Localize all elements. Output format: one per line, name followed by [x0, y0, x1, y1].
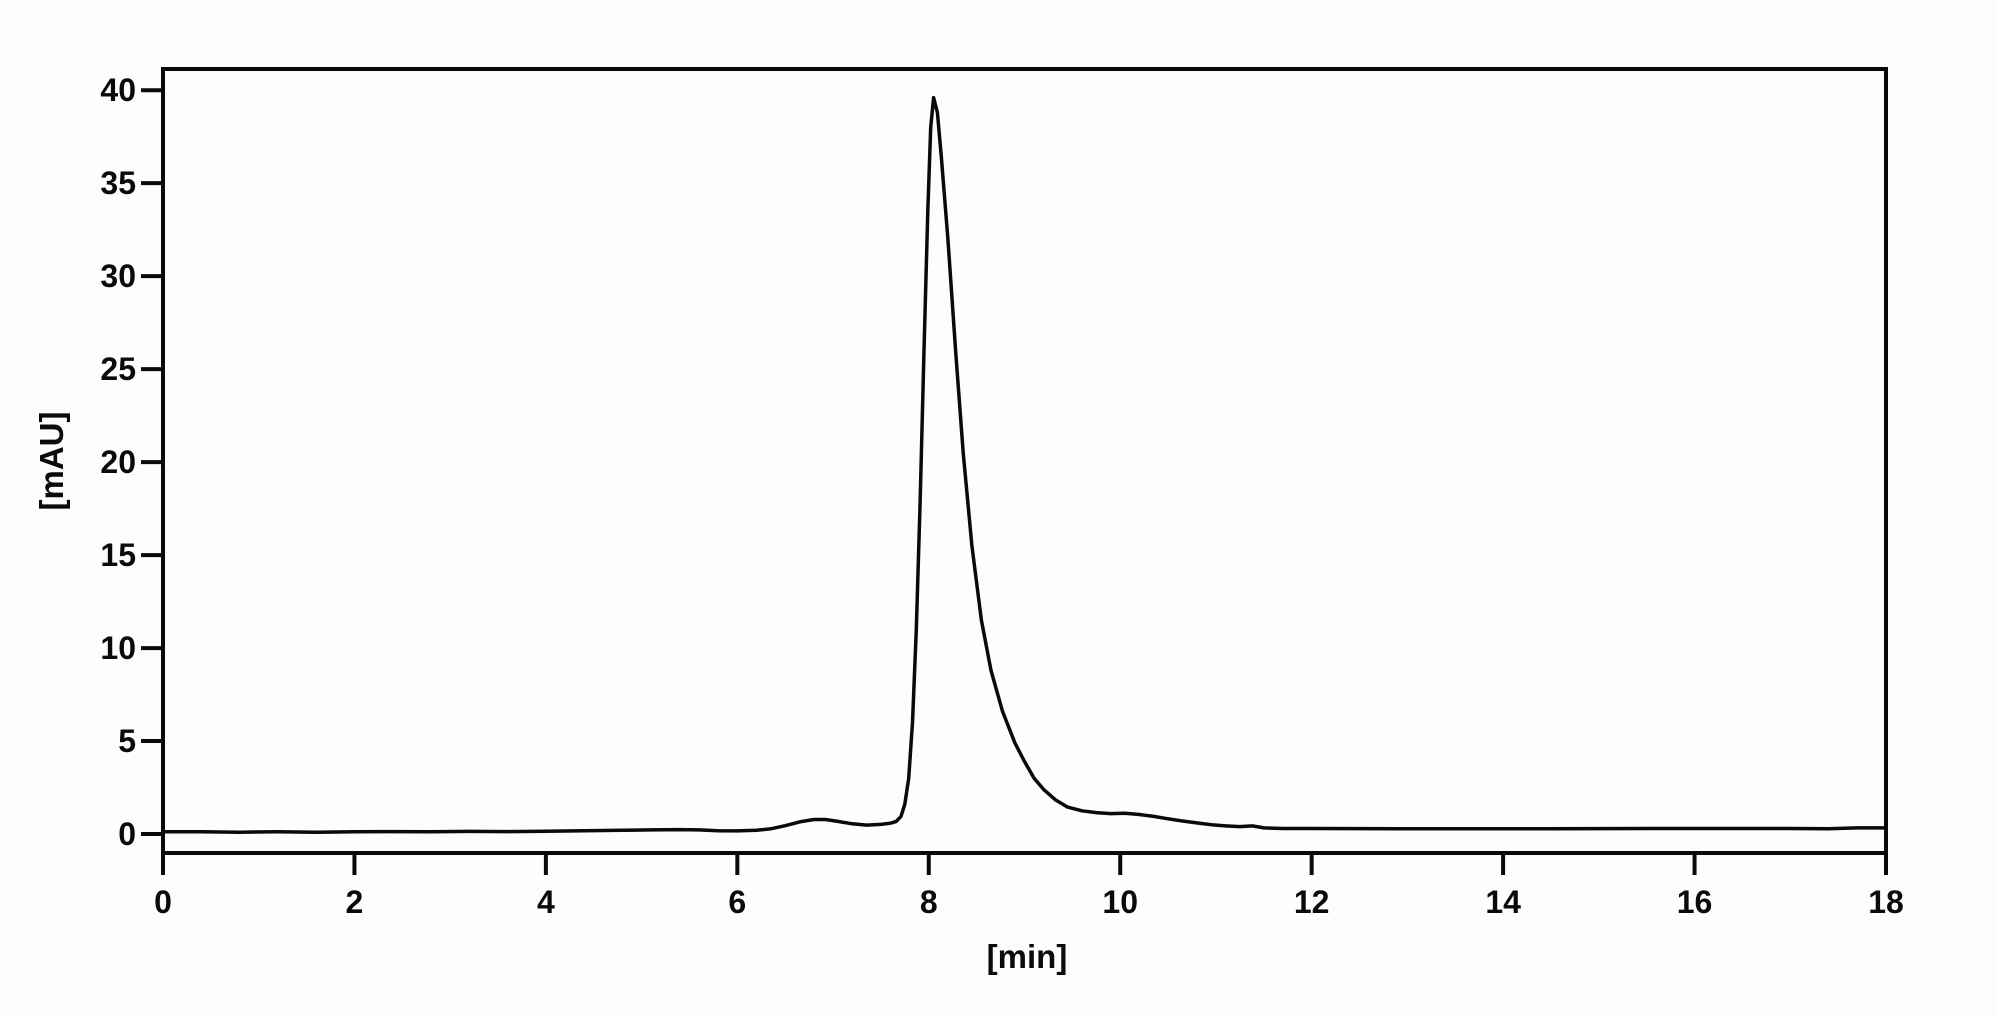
x-tick-label: 4 — [537, 884, 555, 920]
x-axis: 0 2 4 6 8 10 12 14 16 18 — [154, 854, 1904, 920]
y-tick-label: 30 — [100, 258, 136, 294]
y-tick-label: 25 — [100, 351, 136, 387]
x-tick-label: 16 — [1677, 884, 1713, 920]
y-tick-label: 35 — [100, 165, 136, 201]
x-tick-label: 12 — [1294, 884, 1330, 920]
x-tick-label: 6 — [728, 884, 746, 920]
y-axis-title: [mAU] — [33, 411, 70, 511]
x-axis-title: [min] — [986, 938, 1068, 975]
x-tick-label: 2 — [346, 884, 364, 920]
plot-frame — [161, 67, 1888, 855]
y-tick-label: 0 — [118, 816, 136, 852]
x-tick-label: 14 — [1485, 884, 1521, 920]
y-axis: 0 5 10 15 20 25 30 35 40 — [100, 72, 162, 852]
y-tick-label: 5 — [118, 723, 136, 759]
x-tick-label: 0 — [154, 884, 172, 920]
signal-trace — [161, 95, 1888, 834]
x-tick-label: 10 — [1102, 884, 1138, 920]
y-tick-label: 15 — [100, 537, 136, 573]
y-tick-label: 20 — [100, 444, 136, 480]
x-tick-label: 18 — [1868, 884, 1904, 920]
x-tick-label: 8 — [920, 884, 938, 920]
y-tick-label: 40 — [100, 72, 136, 108]
y-tick-label: 10 — [100, 630, 136, 666]
